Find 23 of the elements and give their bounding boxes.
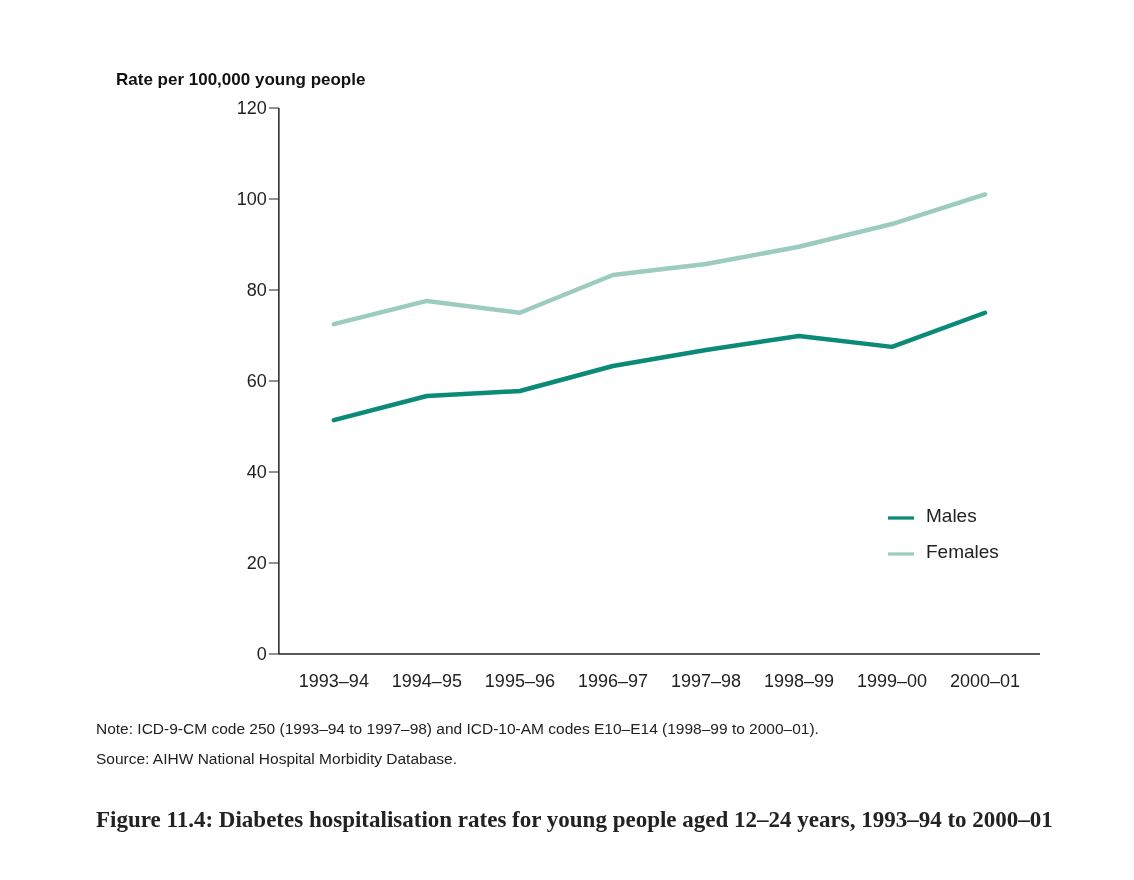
line-series <box>331 310 988 423</box>
y-tick-label: 100 <box>236 189 267 210</box>
x-tick-label: 1997–98 <box>670 670 741 691</box>
text: Note: ICD-9-CM code 250 (1993–94 to 1997–98) and ICD-10-AM codes E10–E14 (1998–99 to 2000–01). <box>96 720 819 738</box>
y-axis-title: Rate per 100,000 young people <box>116 70 366 90</box>
y-tick-label: 20 <box>246 553 267 574</box>
x-tick-label: 1999–00 <box>856 670 928 691</box>
text: Figure 11.4: Diabetes hospitalisation rates for young people aged 12–24 years, 1993–94 to 2000–01 <box>96 806 1054 834</box>
y-tick-label: 0 <box>256 644 267 665</box>
legend-label: Males <box>926 505 977 526</box>
x-tick-label: 1996–97 <box>577 670 648 691</box>
y-tick-label: 80 <box>246 280 267 301</box>
source-note: Source: AIHW National Hospital Morbidity Database. <box>96 750 457 768</box>
x-tick-label: 2000–01 <box>949 670 1021 691</box>
y-tick-label: 60 <box>246 371 267 392</box>
x-tick-label: 1995–96 <box>484 670 555 691</box>
y-tick-label: 40 <box>246 462 267 483</box>
x-tick-label: 1998–99 <box>763 670 834 691</box>
y-tick-label: 120 <box>236 98 267 119</box>
x-tick-label: 1993–94 <box>298 670 369 691</box>
line-series <box>331 192 988 327</box>
legend-label: Females <box>926 541 999 562</box>
x-tick-label: 1994–95 <box>391 670 462 691</box>
